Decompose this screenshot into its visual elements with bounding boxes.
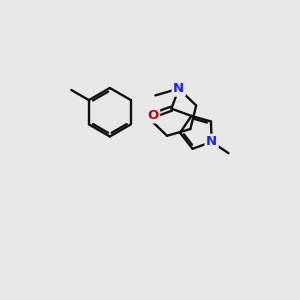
Text: O: O — [147, 109, 159, 122]
Text: N: N — [173, 82, 184, 95]
Text: N: N — [206, 135, 217, 148]
